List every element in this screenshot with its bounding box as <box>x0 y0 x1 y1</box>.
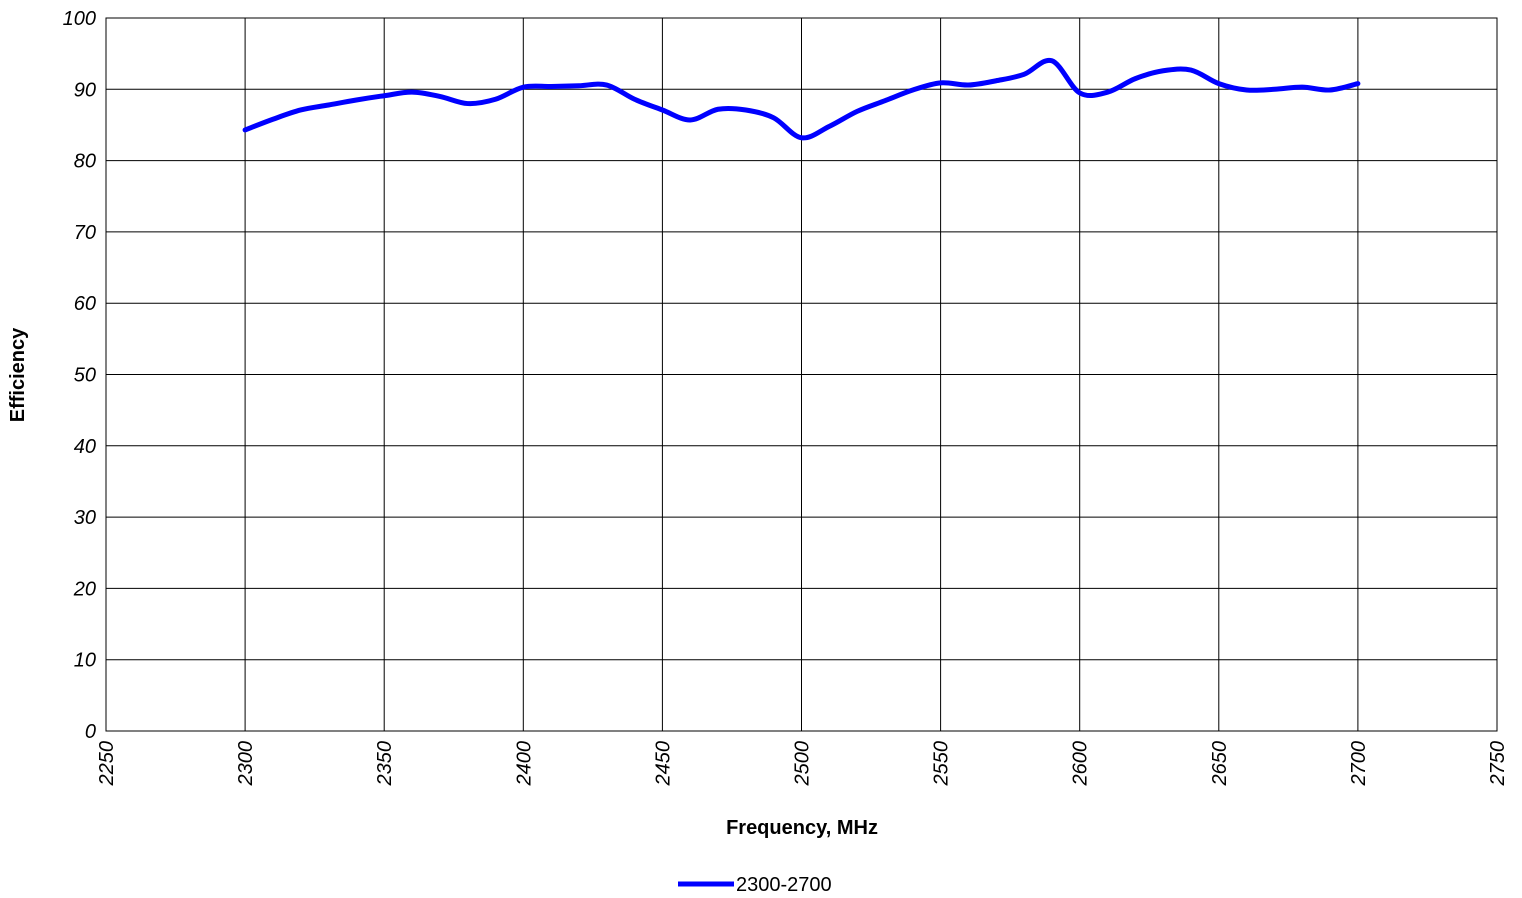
x-tick-label: 2700 <box>1348 741 1370 787</box>
y-tick-label: 90 <box>74 79 96 101</box>
x-tick-label: 2750 <box>1487 741 1509 787</box>
tick-labels: 0 10 20 30 40 50 60 70 80 90 100 2250 2300 2350 2400 24… <box>63 8 1509 787</box>
y-tick-label: 30 <box>74 507 96 529</box>
y-tick-label: 60 <box>74 293 96 315</box>
y-axis-title: Efficiency <box>7 327 29 422</box>
legend: 2300-2700 <box>678 874 832 896</box>
y-tick-label: 10 <box>74 650 96 672</box>
x-tick-label: 2450 <box>652 741 674 787</box>
grid-layer <box>105 17 1498 732</box>
y-tick-label: 70 <box>74 222 96 244</box>
y-tick-label: 40 <box>74 436 96 458</box>
y-tick-label: 50 <box>74 365 96 387</box>
x-tick-label: 2350 <box>374 741 396 787</box>
x-tick-label: 2400 <box>513 741 535 787</box>
x-tick-label: 2300 <box>235 741 257 787</box>
y-tick-label: 100 <box>63 8 96 30</box>
x-tick-label: 2250 <box>96 741 118 787</box>
series-layer <box>242 57 1361 141</box>
x-tick-label: 2650 <box>1209 741 1231 787</box>
series-line <box>242 57 1361 141</box>
y-tick-label: 20 <box>73 578 96 600</box>
legend-label: 2300-2700 <box>736 874 832 896</box>
y-tick-label: 0 <box>85 721 96 743</box>
x-tick-label: 2600 <box>1070 741 1092 787</box>
x-tick-label: 2550 <box>931 741 953 787</box>
x-tick-label: 2500 <box>792 741 814 787</box>
y-tick-label: 80 <box>74 151 96 173</box>
x-axis-title: Frequency, MHz <box>726 817 878 839</box>
